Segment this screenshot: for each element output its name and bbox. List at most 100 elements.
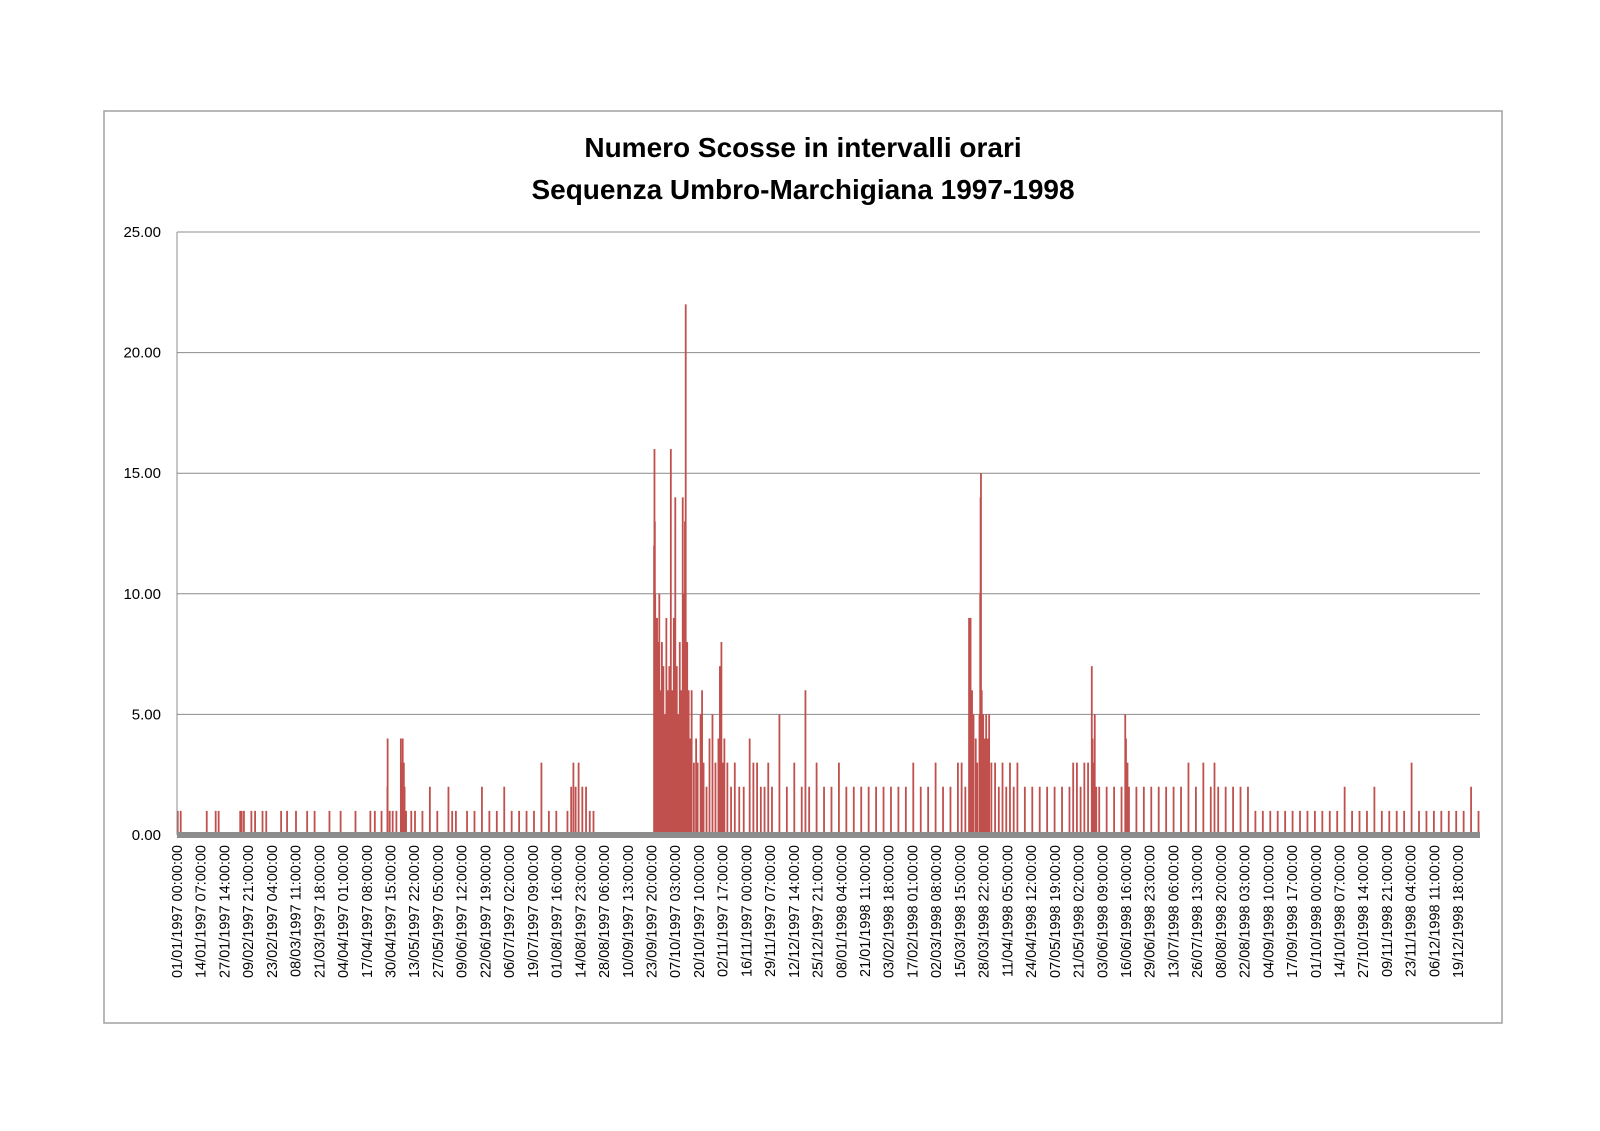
bar (401, 738, 404, 835)
x-tick-label: 22/06/1997 19:00:00 (478, 845, 494, 978)
bar (1087, 762, 1089, 835)
bar (481, 786, 483, 835)
x-tick-label: 13/05/1997 22:00:00 (407, 845, 423, 978)
bar (927, 786, 930, 835)
bar (1380, 810, 1383, 835)
x-tick-label: 13/07/1998 06:00:00 (1166, 845, 1182, 978)
bar (295, 810, 297, 835)
x-tick-label: 29/06/1998 23:00:00 (1143, 845, 1159, 978)
x-tick-label: 30/04/1997 15:00:00 (384, 845, 400, 978)
x-tick-label: 16/06/1998 16:00:00 (1119, 845, 1135, 978)
x-tick-label: 27/05/1997 05:00:00 (431, 845, 447, 978)
chart-title: Numero Scosse in intervalli orari (584, 132, 1021, 163)
bar (495, 810, 498, 835)
x-tick-label: 23/09/1997 20:00:00 (644, 845, 660, 978)
x-tick-label: 23/11/1998 04:00:00 (1404, 845, 1420, 977)
x-tick-label: 27/10/1998 14:00:00 (1356, 845, 1372, 978)
bar (592, 810, 595, 835)
x-tick-label: 28/03/1998 22:00:00 (977, 845, 993, 978)
bar (671, 690, 674, 835)
bar (254, 810, 256, 835)
bar (666, 690, 669, 835)
bar (454, 810, 457, 835)
bar (1351, 810, 1353, 835)
bar (354, 810, 357, 835)
bar (1261, 810, 1264, 835)
x-tick-label: 21/03/1997 18:00:00 (312, 845, 328, 978)
bar (391, 810, 394, 835)
bar (421, 810, 424, 835)
bar (547, 810, 550, 835)
bar (657, 642, 660, 835)
x-axis-tick-labels: 01/01/1997 00:00:00 14/01/1997 07:00:00 27… (170, 845, 1467, 978)
bar (985, 714, 988, 835)
bar (830, 786, 833, 835)
bar (533, 810, 535, 835)
x-tick-label: 01/01/1997 00:00:00 (170, 845, 186, 978)
bar (800, 786, 803, 835)
bar (339, 810, 342, 835)
bar (726, 762, 729, 835)
bar (1128, 786, 1130, 835)
bar (742, 786, 745, 835)
x-tick-label: 02/11/1997 17:00:00 (716, 845, 732, 977)
bar (1012, 786, 1015, 835)
x-tick-label: 04/04/1997 01:00:00 (336, 845, 352, 978)
bar (1254, 810, 1257, 835)
bar (677, 714, 680, 835)
x-tick-label: 11/04/1998 05:00:00 (1000, 845, 1016, 977)
bar (663, 714, 666, 835)
bar (1187, 762, 1190, 835)
x-tick-label: 16/11/1997 00:00:00 (739, 845, 755, 977)
bar (400, 762, 403, 835)
bar (1009, 762, 1011, 835)
bar (1343, 786, 1346, 835)
bar (373, 810, 376, 835)
bar (1142, 786, 1145, 835)
bar (686, 642, 689, 835)
bar (778, 714, 781, 835)
bar (763, 786, 766, 835)
bar (243, 810, 245, 835)
bar (1023, 786, 1026, 835)
bar (261, 810, 264, 835)
bar (994, 762, 996, 835)
bar (436, 810, 439, 835)
bar (659, 690, 662, 835)
bar (1016, 762, 1019, 835)
y-tick-label: 25.00 (123, 224, 161, 241)
x-tick-label: 10/09/1997 13:00:00 (621, 845, 637, 978)
bar (1105, 786, 1108, 835)
bar (414, 810, 416, 835)
bar (684, 304, 687, 835)
bar (949, 786, 952, 835)
bar (804, 690, 807, 835)
bar (581, 786, 584, 835)
y-tick-label: 5.00 (132, 706, 161, 723)
bar (838, 762, 840, 835)
x-tick-label: 01/10/1998 00:00:00 (1309, 845, 1325, 978)
bar (680, 690, 683, 835)
bar (1366, 810, 1368, 835)
bar (672, 617, 675, 835)
bar (687, 690, 690, 835)
bar (1092, 762, 1095, 835)
bar (1321, 810, 1324, 835)
bar (1418, 810, 1420, 835)
bar (692, 762, 695, 835)
bar (1247, 786, 1249, 835)
bar (1202, 762, 1205, 835)
bar (756, 762, 759, 835)
bar (570, 786, 573, 835)
bar (1284, 810, 1287, 835)
bar (823, 786, 825, 835)
gridlines (177, 231, 1480, 715)
bar (845, 786, 848, 835)
bar (1098, 786, 1101, 835)
bar (540, 762, 543, 835)
bar (662, 666, 665, 835)
bar (179, 810, 182, 835)
bar (689, 738, 692, 835)
bar (588, 810, 591, 835)
x-tick-label: 17/04/1997 08:00:00 (360, 845, 376, 978)
